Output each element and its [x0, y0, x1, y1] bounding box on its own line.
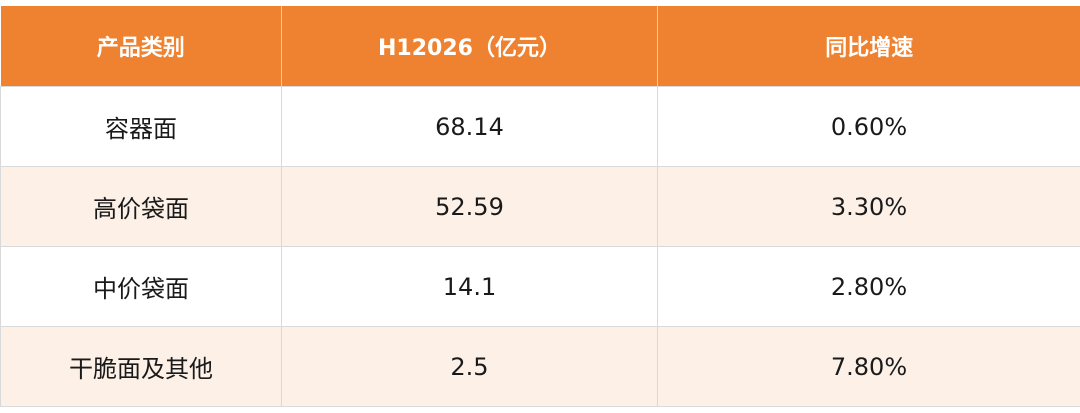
table-cell: 0.60%: [657, 86, 1080, 167]
table-body: 容器面 68.14 0.60% 高价袋面 52.59 3.30% 中价袋面 14.1 2.80%…: [0, 86, 1080, 407]
table-cell: 2.5: [281, 326, 658, 407]
data-table: 产品类别 H12026（亿元） 同比增速 容器面 68.14 0.60% 高价袋面 52…: [0, 6, 1080, 407]
table-cell: 中价袋面: [0, 246, 282, 327]
table-cell: 3.30%: [657, 166, 1080, 247]
table-row: 高价袋面 52.59 3.30%: [0, 166, 1080, 247]
header-cell: 产品类别: [0, 6, 282, 87]
header-row: 产品类别 H12026（亿元） 同比增速: [0, 6, 1080, 87]
table-row: 干脆面及其他 2.5 7.80%: [0, 326, 1080, 407]
table-cell: 7.80%: [657, 326, 1080, 407]
header-cell: H12026（亿元）: [281, 6, 658, 87]
table-cell: 14.1: [281, 246, 658, 327]
table-cell: 2.80%: [657, 246, 1080, 327]
table-row: 容器面 68.14 0.60%: [0, 86, 1080, 167]
table-cell: 容器面: [0, 86, 282, 167]
header-cell: 同比增速: [657, 6, 1080, 87]
table-header: 产品类别 H12026（亿元） 同比增速: [0, 6, 1080, 87]
table-cell: 高价袋面: [0, 166, 282, 247]
table-cell: 68.14: [281, 86, 658, 167]
table-cell: 干脆面及其他: [0, 326, 282, 407]
table-cell: 52.59: [281, 166, 658, 247]
table-row: 中价袋面 14.1 2.80%: [0, 246, 1080, 327]
